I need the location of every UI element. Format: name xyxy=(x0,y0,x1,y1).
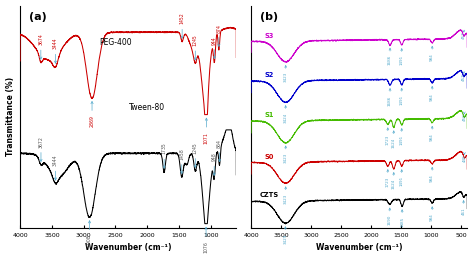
Text: 864: 864 xyxy=(217,139,222,148)
Text: Tween-80: Tween-80 xyxy=(129,103,165,112)
Text: (b): (b) xyxy=(260,12,278,22)
Text: 3423: 3423 xyxy=(284,153,288,163)
Text: 1491: 1491 xyxy=(400,55,404,65)
Text: 457: 457 xyxy=(462,32,466,39)
Text: 984: 984 xyxy=(430,174,434,182)
Text: 3423: 3423 xyxy=(284,72,288,83)
Text: 1690: 1690 xyxy=(388,215,392,225)
Text: 1686: 1686 xyxy=(388,95,392,106)
Text: 1491: 1491 xyxy=(400,135,404,145)
Text: 1452: 1452 xyxy=(180,13,185,25)
Text: 3423: 3423 xyxy=(284,194,288,204)
Text: 457: 457 xyxy=(462,73,466,81)
Text: 2869: 2869 xyxy=(90,115,94,127)
Text: CZTS: CZTS xyxy=(260,192,279,198)
Text: 3444: 3444 xyxy=(53,38,58,49)
Text: S2: S2 xyxy=(264,72,274,78)
Text: 2908: 2908 xyxy=(87,235,92,246)
Text: 1245: 1245 xyxy=(193,34,198,46)
Text: 1485: 1485 xyxy=(400,216,404,227)
Text: 1735: 1735 xyxy=(162,143,167,154)
Text: 1245: 1245 xyxy=(193,142,198,154)
Text: 3444: 3444 xyxy=(53,155,58,166)
Text: 1458: 1458 xyxy=(179,148,184,160)
Text: 1723: 1723 xyxy=(386,134,390,145)
Text: 3424: 3424 xyxy=(283,112,288,123)
Text: 1071: 1071 xyxy=(204,132,209,144)
Text: 3674: 3674 xyxy=(38,34,43,45)
Text: 944: 944 xyxy=(212,36,217,45)
Text: 1624: 1624 xyxy=(392,138,396,148)
Text: S0: S0 xyxy=(264,154,274,160)
Text: 984: 984 xyxy=(430,93,434,101)
Text: 984: 984 xyxy=(430,53,434,61)
Text: (a): (a) xyxy=(29,12,46,22)
Text: 984: 984 xyxy=(430,213,434,221)
Text: 3672: 3672 xyxy=(38,136,44,148)
Text: 1624: 1624 xyxy=(392,179,396,189)
Text: S3: S3 xyxy=(264,33,274,39)
Text: 461: 461 xyxy=(462,207,465,215)
Text: 874: 874 xyxy=(217,24,221,33)
X-axis label: Wavenumber (cm⁻¹): Wavenumber (cm⁻¹) xyxy=(316,244,402,252)
Text: 948: 948 xyxy=(212,153,217,162)
Text: 450: 450 xyxy=(463,114,466,121)
X-axis label: Wavenumber (cm⁻¹): Wavenumber (cm⁻¹) xyxy=(85,244,172,252)
Text: 1686: 1686 xyxy=(388,55,392,65)
Text: 448: 448 xyxy=(463,154,466,162)
Text: S1: S1 xyxy=(264,112,274,118)
Y-axis label: Transmittance (%): Transmittance (%) xyxy=(6,77,15,156)
Text: 984: 984 xyxy=(430,133,434,141)
Text: PEG-400: PEG-400 xyxy=(99,38,132,47)
Text: 1491: 1491 xyxy=(400,95,404,105)
Text: 1076: 1076 xyxy=(203,241,209,253)
Text: 1491: 1491 xyxy=(400,176,404,187)
Text: 1723: 1723 xyxy=(386,176,390,187)
Text: 3429: 3429 xyxy=(283,233,287,244)
